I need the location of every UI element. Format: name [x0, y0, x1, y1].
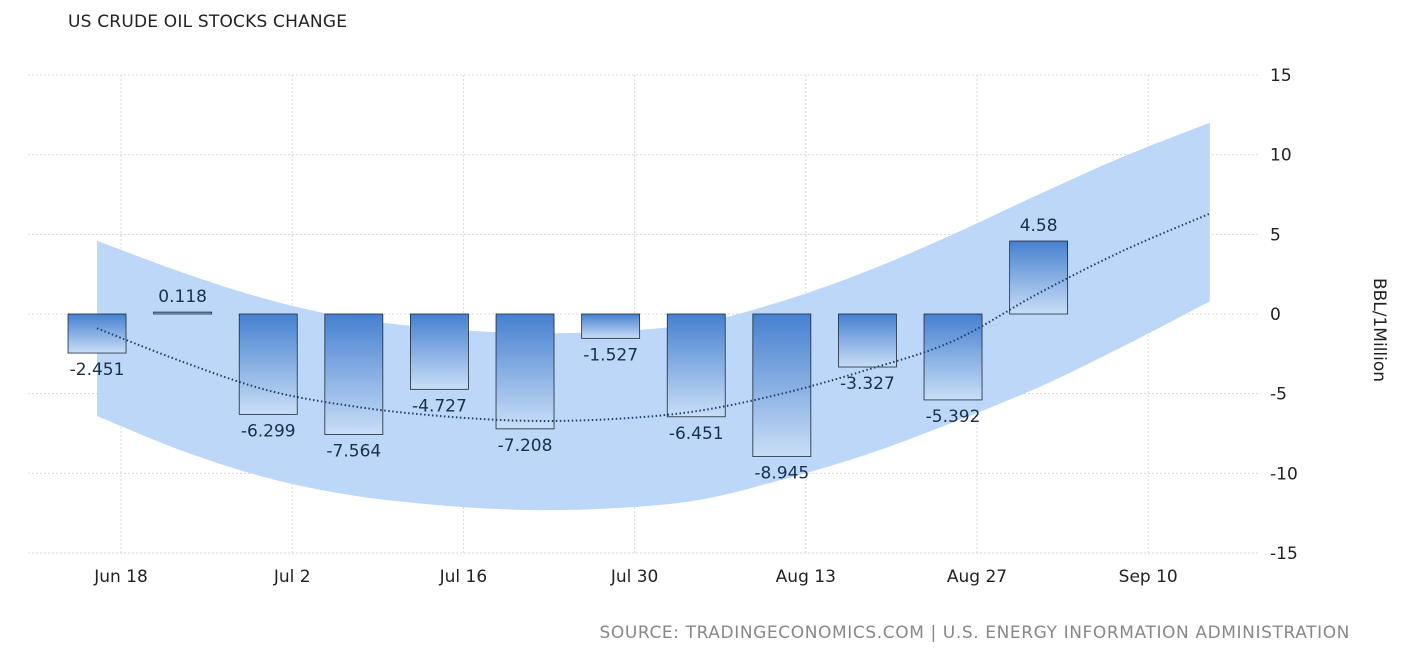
x-tick-label: Aug 13: [776, 567, 836, 587]
bar: [666, 313, 726, 418]
bar: [238, 313, 298, 415]
data-label: -3.327: [840, 374, 895, 394]
bar: [495, 313, 555, 430]
data-labels: -2.451 0.118 -6.299 -7.564 -4.727 -7.208 -1.52…: [70, 216, 1058, 483]
bar: [153, 311, 213, 315]
y-tick-label: 10: [1270, 146, 1292, 166]
data-label: -4.727: [412, 396, 467, 416]
data-label: -6.451: [669, 424, 724, 444]
bar: [923, 313, 983, 401]
bar-series: [67, 240, 1069, 457]
y-tick-label: -15: [1270, 544, 1298, 564]
x-tick-label: Sep 10: [1119, 567, 1178, 587]
y-tick-label: 0: [1270, 305, 1281, 325]
data-label: -5.392: [926, 407, 981, 427]
y-axis-label: BBL/1Million: [1369, 278, 1389, 382]
y-tick-label: -5: [1270, 385, 1287, 405]
bar: [752, 313, 812, 457]
x-tick-label: Jun 18: [93, 567, 148, 587]
y-tick-label: 15: [1270, 66, 1292, 86]
data-label: -7.564: [326, 442, 381, 462]
chart-title: US CRUDE OIL STOCKS CHANGE: [68, 12, 348, 32]
bar: [410, 313, 469, 390]
data-label: 4.58: [1020, 216, 1058, 236]
x-tick-label: Jul 16: [439, 567, 488, 587]
source-note: SOURCE: TRADINGECONOMICS.COM | U.S. ENER…: [599, 623, 1350, 643]
x-axis: Jun 18 Jul 2 Jul 16 Jul 30 Aug 13 Aug 27 Sep 1…: [93, 567, 1178, 587]
data-label: -8.945: [754, 464, 809, 484]
data-label: -6.299: [241, 421, 296, 441]
bar: [1009, 240, 1069, 315]
x-tick-label: Aug 27: [947, 567, 1007, 587]
x-tick-label: Jul 30: [610, 567, 659, 587]
data-label: -7.208: [498, 436, 553, 456]
bar: [581, 313, 641, 339]
data-label: 0.118: [158, 287, 207, 307]
y-tick-label: 5: [1270, 225, 1281, 245]
y-axis: 15 10 5 0 -5 -10 -15: [1270, 66, 1298, 564]
bar: [838, 313, 897, 368]
bar: [324, 313, 384, 435]
data-label: -2.451: [70, 360, 125, 380]
y-tick-label: -10: [1270, 464, 1298, 484]
data-label: -1.527: [583, 345, 638, 365]
x-tick-label: Jul 2: [273, 567, 311, 587]
bar: [67, 313, 127, 354]
